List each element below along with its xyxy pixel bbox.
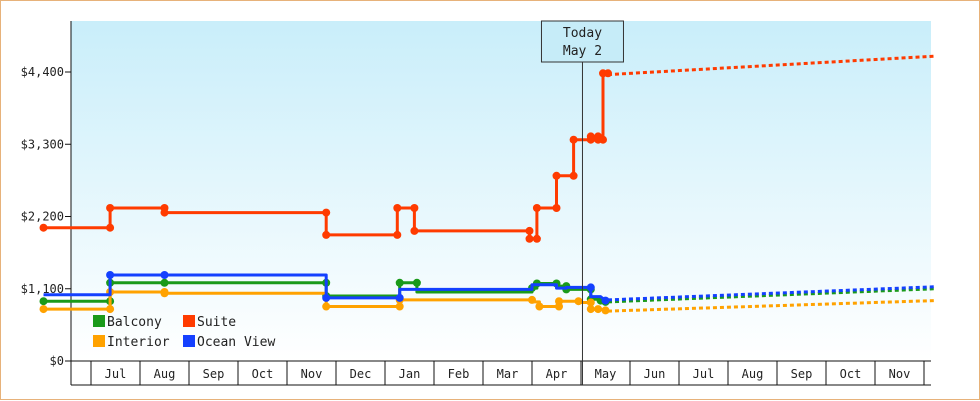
data-point [395,302,404,311]
data-point [574,297,583,306]
x-tick-label: Aug [154,367,176,381]
today-date: May 2 [563,44,602,59]
data-point [601,306,610,315]
data-point [525,226,534,235]
legend-label: Balcony [107,315,162,330]
legend: Balcony Suite Interior Ocean View [93,315,275,350]
data-point [412,278,421,287]
series-suite [39,54,934,243]
data-point [160,208,169,217]
legend-label: Suite [197,315,236,330]
data-point [395,293,404,302]
x-tick-label: Nov [301,367,323,381]
data-point [586,132,595,141]
data-point [552,204,561,212]
x-tick-label: Mar [497,367,519,381]
data-point [39,297,48,306]
series-interior [39,288,934,315]
axes: $0 $1,100 $2,200 $3,300 $4,400 Jul Aug Sep Oct No… [21,21,931,386]
x-tick-label: Feb [448,367,470,381]
data-point [106,305,115,314]
legend-label: Ocean View [197,335,275,350]
x-tick-label: Nov [889,367,911,381]
data-point [552,171,561,180]
y-tick-label: $3,300 [21,137,64,151]
x-tick-label: Oct [252,367,274,381]
today-box [540,20,624,63]
data-point [586,305,595,314]
y-tick-label: $4,400 [21,65,64,79]
data-point [532,234,541,243]
data-point [604,69,612,78]
data-point [555,297,563,306]
data-point [393,204,402,212]
data-point [601,296,610,305]
data-point [599,135,607,144]
legend-swatch [183,315,195,327]
x-tick-label: Sep [203,367,225,381]
data-point [106,271,115,279]
x-tick-label: Jul [693,367,715,381]
x-tick-label: Jul [105,367,127,381]
data-point [586,283,595,292]
x-tick-label: Dec [350,367,372,381]
data-point [39,223,48,232]
series-ocean-view [43,271,934,305]
x-tick-label: Apr [546,367,568,381]
legend-label: Interior [107,335,170,350]
data-point [535,302,544,311]
forecast-line [607,285,934,302]
y-tick-label: $1,100 [21,282,64,296]
data-point [395,278,404,287]
data-point [322,230,331,239]
data-point [39,305,48,314]
data-point [569,171,578,180]
data-point [106,204,115,212]
data-point [322,208,331,217]
today-label: Today [563,26,602,41]
y-tick-label: $2,200 [21,210,64,224]
data-point [528,295,536,304]
legend-swatch [93,335,105,347]
data-point [525,234,534,243]
legend-swatch [183,335,195,347]
legend-swatch [93,315,105,327]
data-point [322,302,331,311]
x-tick-label: Jan [399,367,421,381]
y-tick-label: $0 [50,354,64,368]
x-tick-label: Sep [791,367,813,381]
forecast-line [607,299,934,313]
data-point [160,271,169,279]
data-point [160,289,169,298]
data-point [532,204,541,212]
x-tick-label: May [595,367,617,381]
plot-area [71,21,931,361]
data-point [410,226,419,235]
x-tick-label: Oct [840,367,862,381]
data-point [322,293,331,302]
data-point [586,298,595,307]
forecast-line [607,54,934,77]
data-point [569,135,578,144]
x-tick-label: Jun [644,367,666,381]
series-layer [39,54,934,315]
data-point [393,230,402,239]
data-point [106,223,115,232]
data-point [594,305,603,314]
forecast-line [607,287,934,304]
today-marker: Today May 2 [540,20,624,385]
data-point [160,278,169,287]
data-point [410,204,419,212]
x-tick-label: Aug [742,367,764,381]
